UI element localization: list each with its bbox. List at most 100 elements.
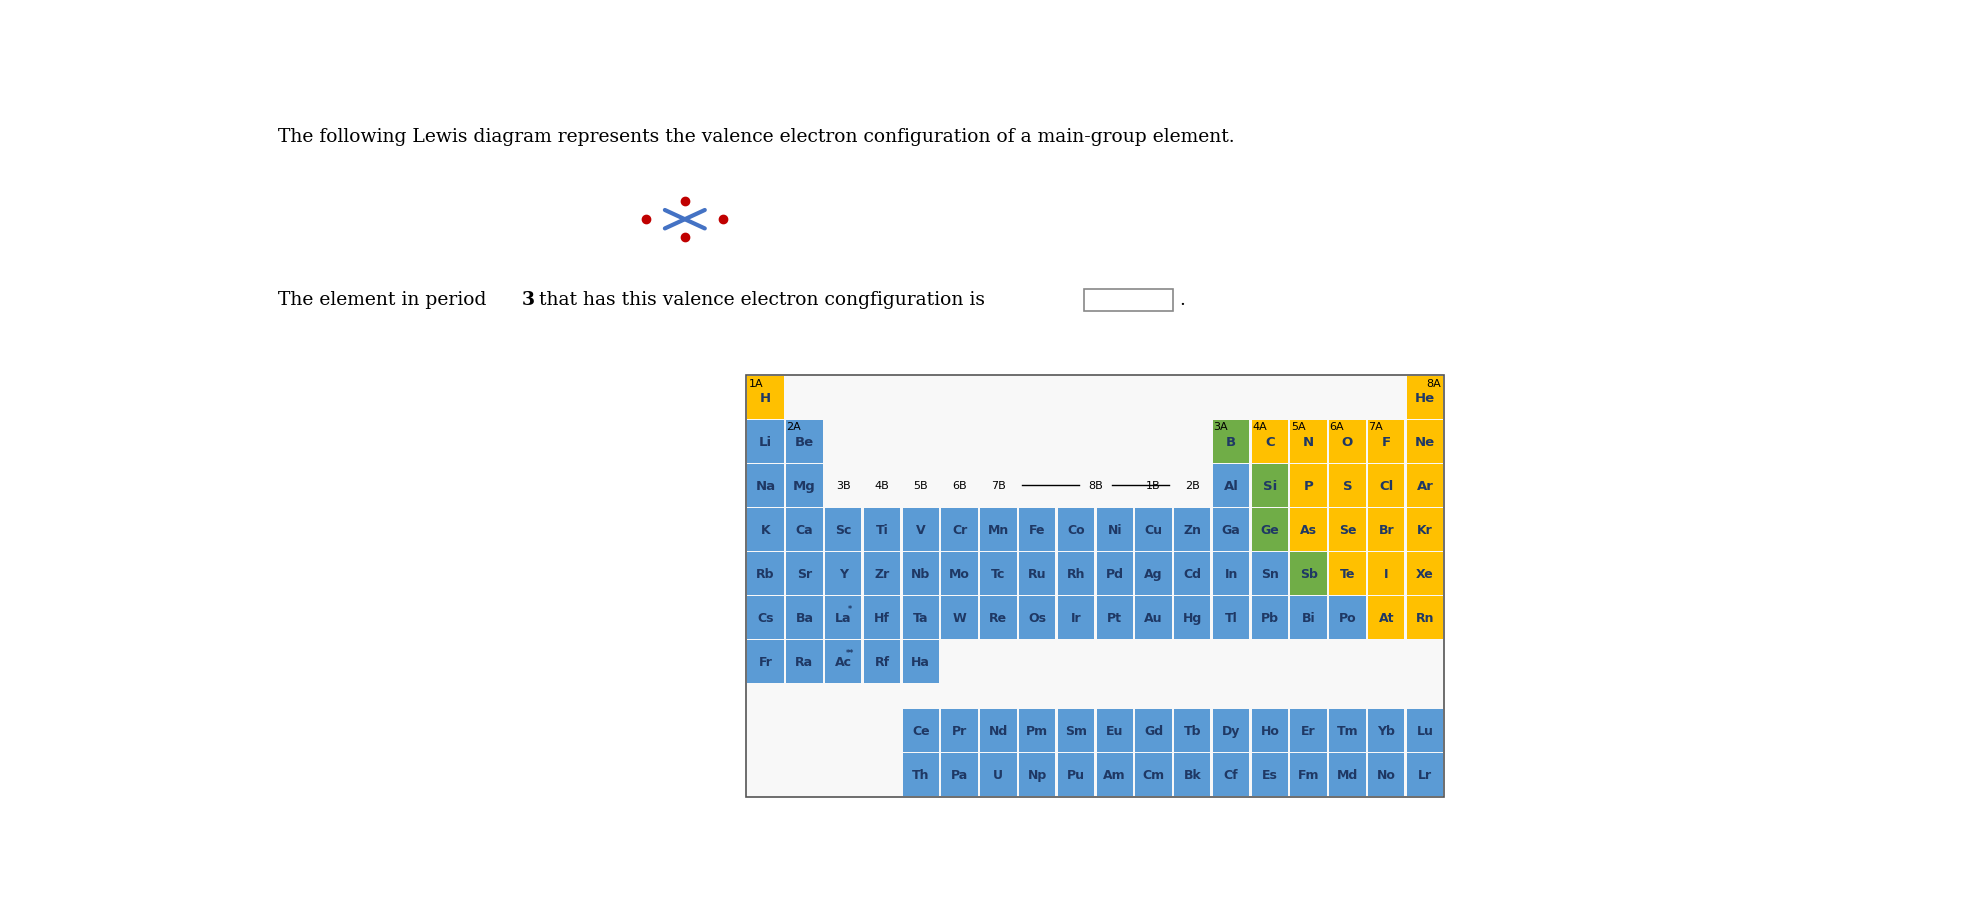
Text: Tl: Tl <box>1226 612 1238 625</box>
Text: B: B <box>1226 436 1236 448</box>
Text: Fe: Fe <box>1030 524 1045 537</box>
Text: 7A: 7A <box>1368 422 1384 432</box>
FancyBboxPatch shape <box>786 596 822 640</box>
FancyBboxPatch shape <box>980 596 1016 640</box>
Text: I: I <box>1384 568 1388 581</box>
Text: Tm: Tm <box>1336 724 1358 737</box>
FancyBboxPatch shape <box>940 709 978 752</box>
Text: that has this valence electron congfiguration is: that has this valence electron congfigur… <box>533 290 986 309</box>
Text: Ac: Ac <box>836 656 851 669</box>
Text: Rb: Rb <box>756 568 774 581</box>
Text: Sm: Sm <box>1065 724 1087 737</box>
FancyBboxPatch shape <box>1214 552 1249 596</box>
FancyBboxPatch shape <box>746 376 784 419</box>
Text: Sn: Sn <box>1261 568 1279 581</box>
FancyBboxPatch shape <box>1329 754 1366 796</box>
FancyBboxPatch shape <box>1408 596 1443 640</box>
Text: Xe: Xe <box>1416 568 1434 581</box>
FancyBboxPatch shape <box>1368 420 1404 463</box>
Text: Pu: Pu <box>1067 768 1085 781</box>
FancyBboxPatch shape <box>1329 596 1366 640</box>
Text: 3: 3 <box>521 290 535 309</box>
FancyBboxPatch shape <box>1408 754 1443 796</box>
Text: Ce: Ce <box>913 724 929 737</box>
FancyBboxPatch shape <box>1329 709 1366 752</box>
Text: Ta: Ta <box>913 612 929 625</box>
FancyBboxPatch shape <box>1408 508 1443 551</box>
Text: 5B: 5B <box>913 481 929 491</box>
Text: La: La <box>836 612 851 625</box>
FancyBboxPatch shape <box>746 552 784 596</box>
FancyBboxPatch shape <box>746 596 784 640</box>
FancyBboxPatch shape <box>1368 754 1404 796</box>
FancyBboxPatch shape <box>1057 596 1095 640</box>
FancyBboxPatch shape <box>1214 709 1249 752</box>
FancyBboxPatch shape <box>863 596 901 640</box>
Text: Ho: Ho <box>1261 724 1279 737</box>
FancyBboxPatch shape <box>746 464 784 507</box>
Text: Br: Br <box>1378 524 1394 537</box>
FancyBboxPatch shape <box>980 709 1016 752</box>
Text: Dy: Dy <box>1222 724 1239 737</box>
Text: Pm: Pm <box>1026 724 1047 737</box>
FancyBboxPatch shape <box>1020 596 1055 640</box>
Text: Cd: Cd <box>1184 568 1202 581</box>
FancyBboxPatch shape <box>940 508 978 551</box>
Text: 3A: 3A <box>1214 422 1228 432</box>
Text: Y: Y <box>840 568 847 581</box>
Text: Ga: Ga <box>1222 524 1239 537</box>
Text: V: V <box>917 524 925 537</box>
FancyBboxPatch shape <box>1329 508 1366 551</box>
FancyBboxPatch shape <box>1408 376 1443 419</box>
Text: **: ** <box>845 648 853 657</box>
FancyBboxPatch shape <box>1251 552 1289 596</box>
Text: Pd: Pd <box>1105 568 1125 581</box>
FancyBboxPatch shape <box>1408 420 1443 463</box>
FancyBboxPatch shape <box>1057 754 1095 796</box>
Text: .: . <box>1180 290 1184 309</box>
FancyBboxPatch shape <box>1214 596 1249 640</box>
Text: 4A: 4A <box>1251 422 1267 432</box>
Text: Cr: Cr <box>952 524 966 537</box>
FancyBboxPatch shape <box>1174 709 1210 752</box>
Text: Gd: Gd <box>1144 724 1162 737</box>
Text: C: C <box>1265 436 1275 448</box>
FancyBboxPatch shape <box>1057 508 1095 551</box>
FancyBboxPatch shape <box>980 508 1016 551</box>
FancyBboxPatch shape <box>1020 709 1055 752</box>
FancyBboxPatch shape <box>1368 709 1404 752</box>
Text: Cm: Cm <box>1142 768 1164 781</box>
Text: Co: Co <box>1067 524 1085 537</box>
FancyBboxPatch shape <box>1097 508 1133 551</box>
Text: Pa: Pa <box>950 768 968 781</box>
FancyBboxPatch shape <box>1097 754 1133 796</box>
FancyBboxPatch shape <box>1291 596 1327 640</box>
FancyBboxPatch shape <box>1251 464 1289 507</box>
Text: 6A: 6A <box>1331 422 1344 432</box>
Text: Mn: Mn <box>988 524 1010 537</box>
Text: Li: Li <box>758 436 772 448</box>
Text: As: As <box>1301 524 1317 537</box>
FancyBboxPatch shape <box>1408 464 1443 507</box>
Text: Mo: Mo <box>948 568 970 581</box>
FancyBboxPatch shape <box>1291 420 1327 463</box>
FancyBboxPatch shape <box>786 641 822 684</box>
Text: Zr: Zr <box>875 568 889 581</box>
Text: Yb: Yb <box>1378 724 1396 737</box>
Text: Bk: Bk <box>1184 768 1202 781</box>
FancyBboxPatch shape <box>746 641 784 684</box>
Text: 8B: 8B <box>1087 481 1103 491</box>
FancyBboxPatch shape <box>940 596 978 640</box>
Text: Bi: Bi <box>1301 612 1315 625</box>
FancyBboxPatch shape <box>1083 289 1172 312</box>
Text: Se: Se <box>1338 524 1356 537</box>
FancyBboxPatch shape <box>1174 552 1210 596</box>
FancyBboxPatch shape <box>1020 552 1055 596</box>
FancyBboxPatch shape <box>1251 420 1289 463</box>
FancyBboxPatch shape <box>1057 709 1095 752</box>
FancyBboxPatch shape <box>1329 464 1366 507</box>
FancyBboxPatch shape <box>746 420 784 463</box>
FancyBboxPatch shape <box>1097 596 1133 640</box>
FancyBboxPatch shape <box>1251 754 1289 796</box>
Text: Th: Th <box>913 768 929 781</box>
